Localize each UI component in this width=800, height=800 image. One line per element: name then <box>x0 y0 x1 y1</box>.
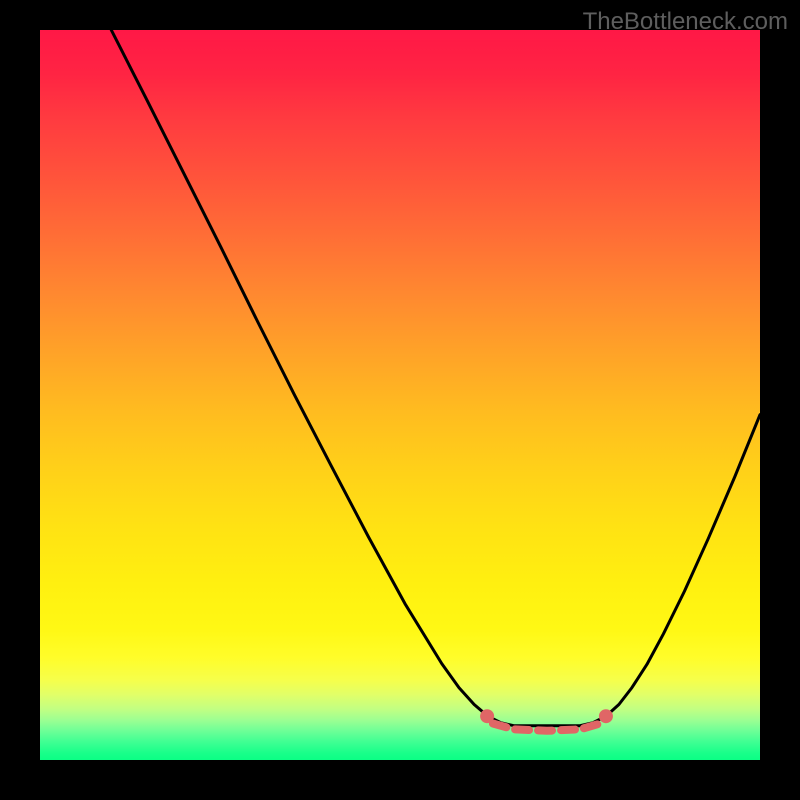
chart-container: TheBottleneck.com <box>0 0 800 800</box>
optimal-zone-right-marker <box>599 709 613 723</box>
gradient-background <box>40 30 760 760</box>
optimal-zone-left-marker <box>480 709 494 723</box>
chart-frame <box>40 30 760 760</box>
bottleneck-chart <box>40 30 760 760</box>
attribution-label: TheBottleneck.com <box>583 8 788 36</box>
